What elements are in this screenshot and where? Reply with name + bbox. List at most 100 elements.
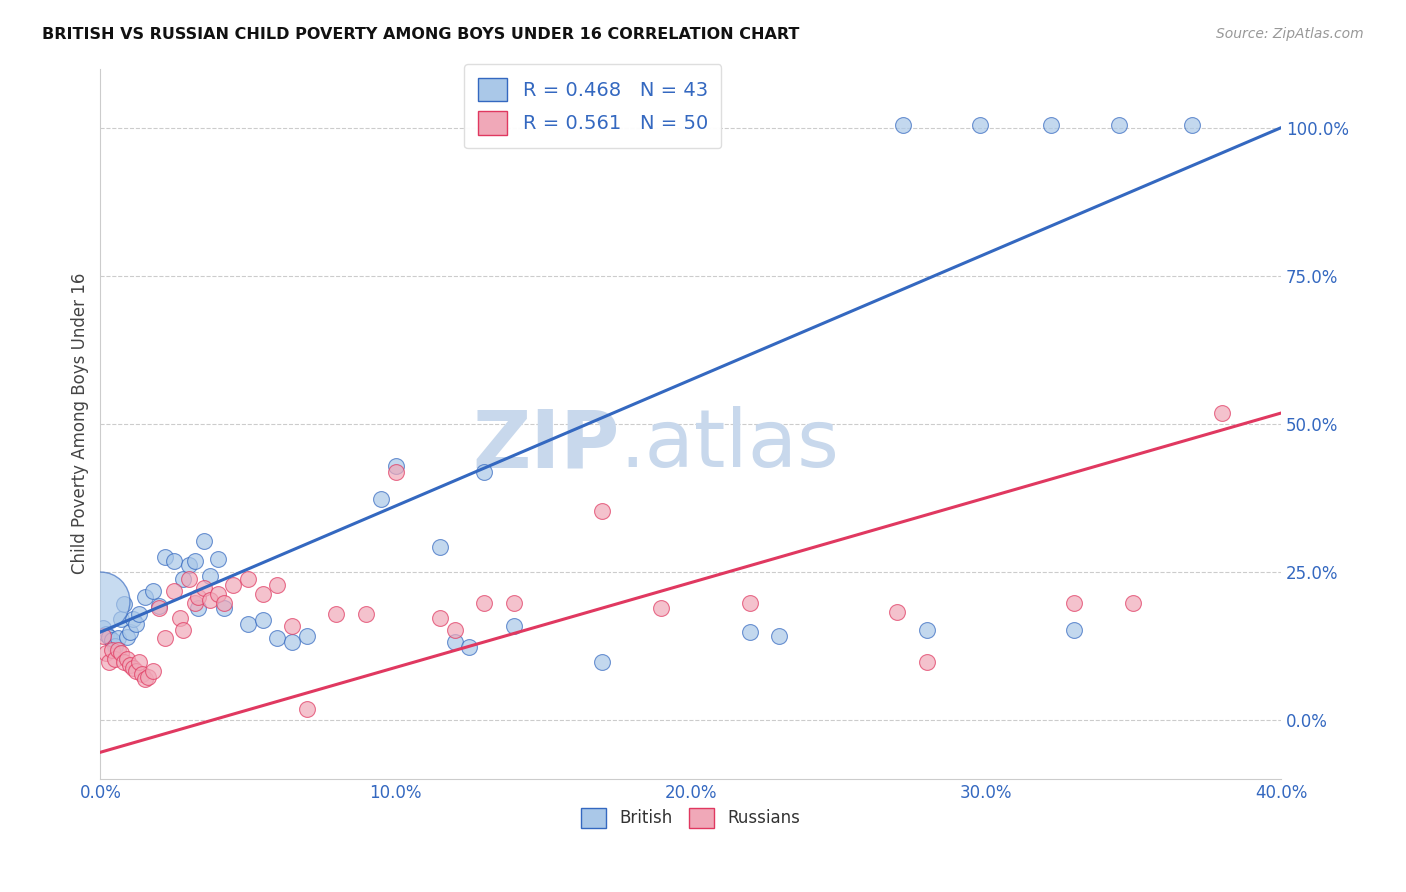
Point [89,594,111,608]
Point [591,655,613,669]
Point [101,632,124,647]
Point [886,605,908,619]
Point [384,465,406,479]
Point [121,612,143,626]
Point [384,459,406,474]
Point [266,631,288,645]
Point [370,492,392,507]
Point [112,655,135,669]
Point [458,640,481,655]
Y-axis label: Child Poverty Among Boys Under 16: Child Poverty Among Boys Under 16 [72,273,89,574]
Point [169,611,191,625]
Point [177,572,200,586]
Point [214,595,236,609]
Point [155,549,177,564]
Point [472,465,495,479]
Legend: British, Russians: British, Russians [574,801,807,835]
Point [148,599,170,613]
Point [915,655,938,669]
Point [184,595,207,609]
Point [110,612,132,626]
Point [142,583,165,598]
Point [163,554,186,568]
Point [172,623,194,637]
Point [1122,595,1144,609]
Point [155,631,177,645]
Point [104,652,127,666]
Text: .atlas: .atlas [620,406,839,484]
Point [125,664,148,678]
Point [222,578,245,592]
Point [98,630,121,644]
Point [502,595,524,609]
Point [121,660,143,674]
Point [325,607,347,622]
Point [252,587,274,601]
Point [295,702,318,716]
Point [198,593,221,607]
Point [650,601,672,615]
Point [443,623,465,637]
Point [214,601,236,615]
Point [91,621,114,635]
Point [104,639,127,653]
Point [128,655,150,669]
Point [252,613,274,627]
Point [134,590,156,604]
Point [118,625,141,640]
Text: BRITISH VS RUSSIAN CHILD POVERTY AMONG BOYS UNDER 16 CORRELATION CHART: BRITISH VS RUSSIAN CHILD POVERTY AMONG B… [42,27,800,42]
Point [198,569,221,583]
Point [148,601,170,615]
Point [1063,623,1085,637]
Point [177,558,200,572]
Point [96,627,118,641]
Point [172,572,194,586]
Point [502,619,524,633]
Point [354,607,377,622]
Point [136,670,159,684]
Point [429,540,451,554]
Text: ZIP: ZIP [472,406,620,484]
Point [768,629,790,643]
Point [193,533,215,548]
Point [969,118,991,132]
Point [591,504,613,518]
Point [443,634,465,648]
Point [187,601,209,615]
Point [96,647,118,661]
Text: Source: ZipAtlas.com: Source: ZipAtlas.com [1216,27,1364,41]
Point [1211,406,1233,420]
Point [1039,118,1062,132]
Point [91,629,114,643]
Point [193,582,215,596]
Point [738,595,761,609]
Point [266,578,288,592]
Point [184,554,207,568]
Point [163,583,186,598]
Point [472,595,495,609]
Point [1063,595,1085,609]
Point [891,118,914,132]
Point [101,643,124,657]
Point [134,673,156,687]
Point [236,572,259,586]
Point [207,587,229,601]
Point [98,655,121,669]
Point [107,643,129,657]
Point [187,590,209,604]
Point [281,619,304,633]
Point [112,597,135,611]
Point [110,647,132,661]
Point [207,551,229,566]
Point [1181,118,1204,132]
Point [131,666,153,681]
Point [118,658,141,673]
Point [128,607,150,622]
Point [142,664,165,678]
Point [236,616,259,631]
Point [115,652,138,666]
Point [915,623,938,637]
Point [1108,118,1130,132]
Point [295,629,318,643]
Point [107,631,129,645]
